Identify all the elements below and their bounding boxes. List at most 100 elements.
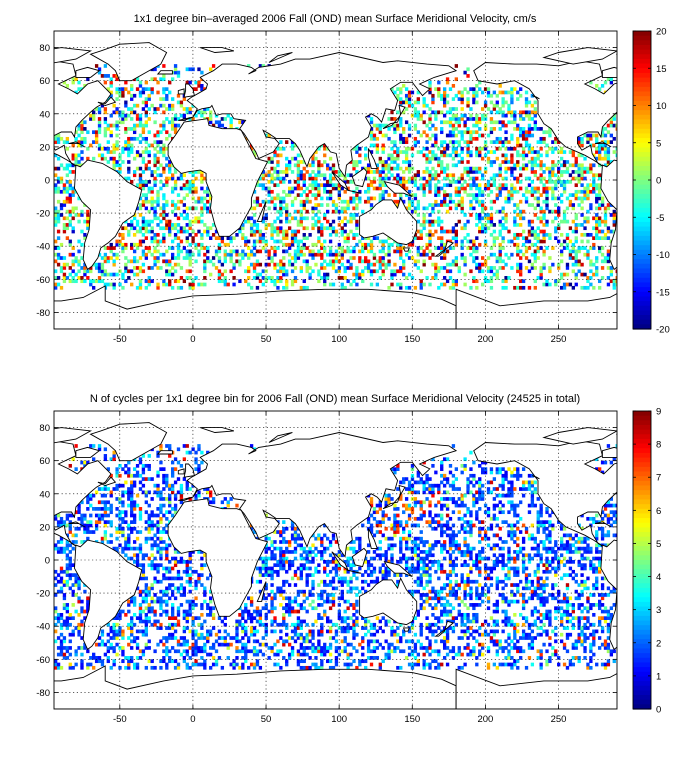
bin-cell xyxy=(165,130,169,135)
bin-cell xyxy=(489,279,494,284)
bin-cell xyxy=(530,242,535,247)
bin-cell xyxy=(460,146,464,151)
bin-cell xyxy=(144,199,148,204)
bin-cell xyxy=(516,143,520,148)
bin-cell xyxy=(600,130,605,135)
bin-cell xyxy=(97,123,102,128)
bin-cell xyxy=(375,236,380,240)
bin-cell xyxy=(141,183,146,188)
bin-cell xyxy=(127,146,131,151)
bin-cell xyxy=(165,180,169,184)
bin-cell xyxy=(413,110,418,115)
bin-cell xyxy=(176,117,181,121)
bin-cell xyxy=(475,170,479,174)
bin-cell xyxy=(615,127,617,131)
bin-cell xyxy=(311,193,315,197)
bin-cell xyxy=(132,599,137,604)
bin-cell xyxy=(349,196,353,201)
bin-cell xyxy=(527,232,532,237)
bin-cell xyxy=(200,232,204,237)
bin-cell xyxy=(71,593,75,597)
bin-cell xyxy=(138,279,143,284)
bin-cell xyxy=(153,665,157,670)
bin-cell xyxy=(533,236,537,240)
bin-cell xyxy=(366,259,371,264)
bin-cell xyxy=(92,665,96,670)
bin-cell xyxy=(223,269,227,274)
bin-cell xyxy=(188,256,192,260)
bin-cell xyxy=(513,166,517,171)
colorbar-segment xyxy=(633,142,651,149)
bin-cell xyxy=(68,196,72,201)
bin-cell xyxy=(434,170,438,174)
bin-cell xyxy=(445,166,450,171)
bin-cell xyxy=(437,269,441,274)
bin-cell xyxy=(519,117,523,121)
bin-cell xyxy=(296,242,301,247)
velocity-map-title: 1x1 degree bin–averaged 2006 Fall (OND) … xyxy=(134,13,537,25)
bin-cell xyxy=(399,183,403,188)
bin-cell xyxy=(285,203,289,207)
bin-cell xyxy=(402,176,406,181)
bin-cell xyxy=(106,87,110,91)
bin-cell xyxy=(372,196,377,201)
bin-cell xyxy=(504,226,508,231)
bin-cell xyxy=(504,196,508,201)
bin-cell xyxy=(519,266,523,270)
bin-cell xyxy=(252,276,257,280)
bin-cell xyxy=(127,503,131,508)
bin-cell xyxy=(355,282,359,287)
bin-cell xyxy=(551,219,555,224)
bin-cell xyxy=(165,550,169,554)
bin-cell xyxy=(574,213,578,217)
bin-cell xyxy=(378,186,382,191)
bin-cell xyxy=(77,133,81,138)
bin-cell xyxy=(366,199,371,204)
bin-cell xyxy=(276,239,280,244)
bin-cell xyxy=(469,252,473,257)
bin-cell xyxy=(109,646,113,650)
bin-cell xyxy=(86,649,90,654)
bin-cell xyxy=(595,259,599,264)
bin-cell xyxy=(97,67,102,72)
bin-cell xyxy=(562,285,567,290)
colorbar-segment xyxy=(633,147,651,153)
bin-cell xyxy=(121,249,125,254)
bin-cell xyxy=(138,619,143,624)
bin-cell xyxy=(65,556,70,561)
bin-cell xyxy=(586,256,590,260)
bin-cell xyxy=(568,199,573,204)
bin-cell xyxy=(130,500,134,505)
bin-cell xyxy=(454,146,458,151)
bin-cell xyxy=(223,279,227,284)
colorbar-segment xyxy=(633,184,651,190)
bin-cell xyxy=(56,176,61,181)
bin-cell xyxy=(273,229,277,234)
bin-cell xyxy=(404,180,409,184)
bin-cell xyxy=(416,229,420,234)
bin-cell xyxy=(115,497,119,501)
bin-cell xyxy=(71,665,75,670)
bin-cell xyxy=(492,140,497,144)
bin-cell xyxy=(311,163,315,168)
bin-cell xyxy=(358,259,362,264)
bin-cell xyxy=(203,206,207,211)
colorbar-segment xyxy=(633,152,651,158)
colorbar-segment xyxy=(633,305,651,311)
bin-cell xyxy=(442,242,447,247)
bin-cell xyxy=(194,206,198,211)
bin-cell xyxy=(197,636,201,640)
bin-cell xyxy=(62,166,67,171)
bin-cell xyxy=(577,246,581,250)
bin-cell xyxy=(56,523,61,528)
bin-cell xyxy=(559,249,564,254)
bin-cell xyxy=(519,153,523,158)
bin-cell xyxy=(124,246,128,250)
bin-cell xyxy=(127,556,131,561)
bin-cell xyxy=(592,189,596,194)
bin-cell xyxy=(264,279,268,284)
bin-cell xyxy=(258,64,263,68)
bin-cell xyxy=(311,170,315,174)
bin-cell xyxy=(577,170,581,174)
bin-cell xyxy=(153,262,157,267)
